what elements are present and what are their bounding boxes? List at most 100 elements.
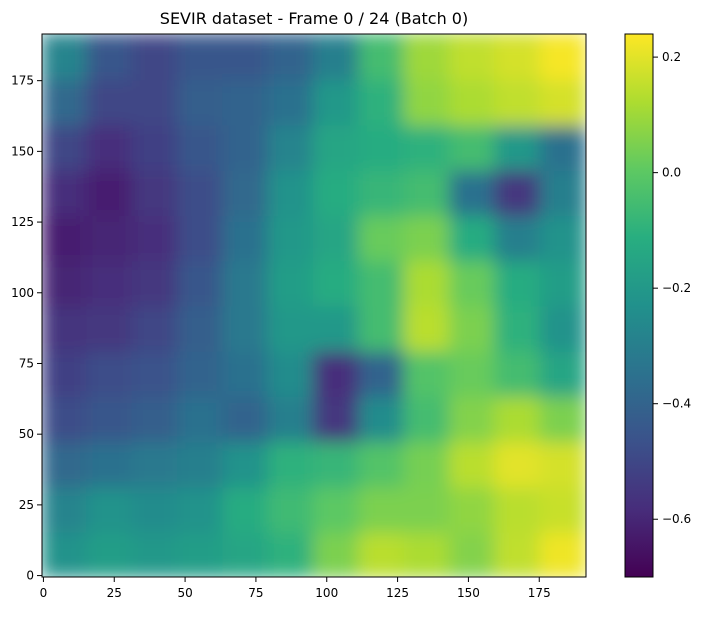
heatmap-cell <box>539 78 586 126</box>
heatmap-cell <box>313 349 361 397</box>
heatmap-cell <box>494 304 542 352</box>
heatmap-cell <box>358 78 406 126</box>
heatmap-area <box>42 34 586 577</box>
heatmap-cell <box>267 168 315 216</box>
heatmap-cell <box>539 349 586 397</box>
x-tick-label: 0 <box>40 586 48 600</box>
heatmap-cell <box>267 78 315 126</box>
heatmap-cell <box>403 304 451 352</box>
heatmap-cell <box>177 259 225 307</box>
heatmap-cell <box>267 485 315 533</box>
heatmap-cell <box>494 78 542 126</box>
heatmap-cell <box>86 485 134 533</box>
heatmap-cell <box>313 78 361 126</box>
heatmap-cell <box>494 485 542 533</box>
heatmap-cell <box>86 168 134 216</box>
heatmap-cell <box>539 123 586 171</box>
heatmap-cell <box>131 485 179 533</box>
y-tick-label: 50 <box>19 427 34 441</box>
heatmap-cell <box>86 214 134 262</box>
heatmap-cell <box>86 440 134 488</box>
heatmap-cell <box>358 304 406 352</box>
heatmap-cell <box>86 78 134 126</box>
heatmap-cell <box>222 168 270 216</box>
heatmap-cell <box>131 168 179 216</box>
heatmap-cell <box>131 78 179 126</box>
heatmap-cell <box>42 485 89 533</box>
heatmap-cell <box>313 530 361 577</box>
heatmap-cell <box>42 304 89 352</box>
heatmap-cell <box>86 530 134 577</box>
heatmap-cell <box>313 440 361 488</box>
heatmap-cell <box>403 168 451 216</box>
heatmap-cell <box>267 259 315 307</box>
heatmap-cell <box>313 214 361 262</box>
heatmap-cell <box>494 530 542 577</box>
heatmap-cell <box>358 123 406 171</box>
heatmap-cell <box>494 349 542 397</box>
heatmap-cell <box>222 530 270 577</box>
y-tick-label: 150 <box>11 144 34 158</box>
heatmap-cell <box>313 485 361 533</box>
heatmap-cell <box>222 349 270 397</box>
heatmap-cell <box>177 530 225 577</box>
heatmap-cell <box>222 259 270 307</box>
heatmap-cell <box>86 349 134 397</box>
heatmap-cell <box>222 485 270 533</box>
colorbar-gradient <box>625 34 653 577</box>
heatmap-cell <box>358 349 406 397</box>
heatmap-cell <box>131 214 179 262</box>
heatmap-cell <box>403 34 451 81</box>
heatmap-cell <box>267 304 315 352</box>
heatmap-cell <box>222 395 270 443</box>
heatmap-cell <box>267 34 315 81</box>
heatmap-cell <box>131 440 179 488</box>
heatmap-cell <box>86 304 134 352</box>
heatmap-cell <box>449 440 497 488</box>
heatmap-cell <box>222 214 270 262</box>
heatmap-cell <box>177 214 225 262</box>
heatmap-cell <box>131 304 179 352</box>
x-tick-label: 100 <box>315 586 338 600</box>
plot-frame <box>41 33 587 578</box>
heatmap-cell <box>494 259 542 307</box>
heatmap-cell <box>267 395 315 443</box>
heatmap-cell <box>177 123 225 171</box>
heatmap-cell <box>313 123 361 171</box>
heatmap-cell <box>494 123 542 171</box>
heatmap-cell <box>449 34 497 81</box>
heatmap-cell <box>449 485 497 533</box>
colorbar-tick-label: 0.2 <box>662 50 681 64</box>
colorbar-tick-label: −0.4 <box>662 397 691 411</box>
heatmap-cell <box>313 168 361 216</box>
heatmap-cell <box>449 123 497 171</box>
heatmap-cell <box>131 34 179 81</box>
heatmap-cell <box>42 168 89 216</box>
heatmap-cell <box>42 78 89 126</box>
heatmap-cell <box>539 259 586 307</box>
heatmap-cell <box>131 259 179 307</box>
heatmap-cell <box>494 214 542 262</box>
heatmap-cell <box>403 78 451 126</box>
heatmap-cell <box>449 78 497 126</box>
heatmap-cell <box>222 34 270 81</box>
heatmap-cell <box>539 168 586 216</box>
heatmap-cell <box>358 214 406 262</box>
heatmap-cell <box>222 78 270 126</box>
x-tick-label: 175 <box>528 586 551 600</box>
y-tick-label: 25 <box>19 498 34 512</box>
heatmap-cell <box>131 349 179 397</box>
heatmap-cell <box>267 123 315 171</box>
heatmap-cell <box>86 259 134 307</box>
y-tick-label: 175 <box>11 74 34 88</box>
heatmap-cell <box>86 34 134 81</box>
heatmap-cell <box>358 440 406 488</box>
heatmap-cell <box>403 485 451 533</box>
heatmap-cell <box>42 214 89 262</box>
heatmap-cell <box>403 395 451 443</box>
heatmap-cell <box>86 395 134 443</box>
heatmap-cell <box>177 440 225 488</box>
colorbar: 0.2 0.0 −0.2 −0.4 −0.6 <box>624 33 691 578</box>
heatmap-cell <box>539 440 586 488</box>
